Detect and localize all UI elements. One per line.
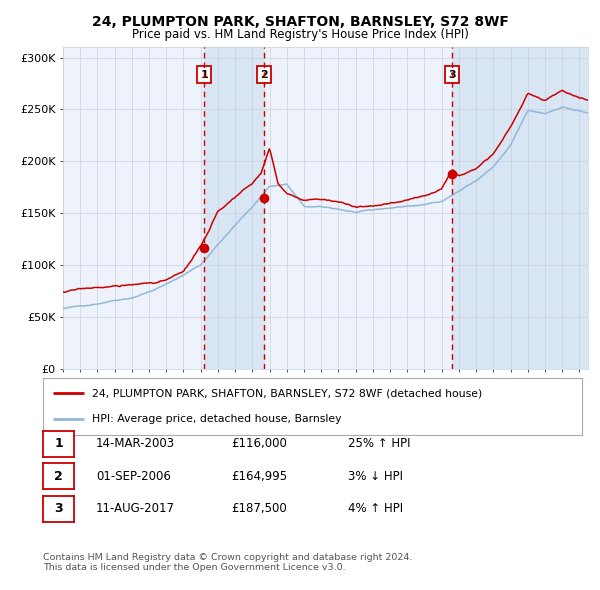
Text: £187,500: £187,500 [231,502,287,515]
Bar [204,47,264,369]
Text: 2: 2 [260,70,268,80]
Text: 2: 2 [55,470,63,483]
Text: 24, PLUMPTON PARK, SHAFTON, BARNSLEY, S72 8WF (detached house): 24, PLUMPTON PARK, SHAFTON, BARNSLEY, S7… [92,388,482,398]
Text: £164,995: £164,995 [231,470,287,483]
Bar [452,47,588,369]
Text: HPI: Average price, detached house, Barnsley: HPI: Average price, detached house, Barn… [92,414,341,424]
Text: 1: 1 [55,437,63,450]
Text: 1: 1 [200,70,208,80]
Text: 25% ↑ HPI: 25% ↑ HPI [348,437,410,450]
Text: £116,000: £116,000 [231,437,287,450]
Text: 24, PLUMPTON PARK, SHAFTON, BARNSLEY, S72 8WF: 24, PLUMPTON PARK, SHAFTON, BARNSLEY, S7… [92,15,508,30]
Text: 01-SEP-2006: 01-SEP-2006 [96,470,171,483]
Text: 4% ↑ HPI: 4% ↑ HPI [348,502,403,515]
Text: This data is licensed under the Open Government Licence v3.0.: This data is licensed under the Open Gov… [43,563,346,572]
Text: Contains HM Land Registry data © Crown copyright and database right 2024.: Contains HM Land Registry data © Crown c… [43,553,413,562]
Text: 3: 3 [55,502,63,515]
Text: 14-MAR-2003: 14-MAR-2003 [96,437,175,450]
Text: 3: 3 [448,70,456,80]
Text: 3% ↓ HPI: 3% ↓ HPI [348,470,403,483]
Text: 11-AUG-2017: 11-AUG-2017 [96,502,175,515]
Text: Price paid vs. HM Land Registry's House Price Index (HPI): Price paid vs. HM Land Registry's House … [131,28,469,41]
